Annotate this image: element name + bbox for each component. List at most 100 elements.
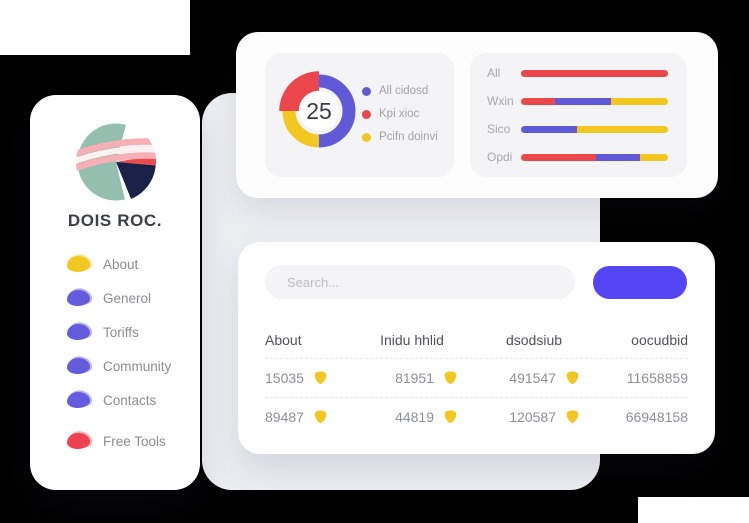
donut-legend: All cidosd Kpi xioc Pcifn doinvi (362, 85, 438, 143)
cell-value: 15035 (265, 370, 304, 386)
bar-segment (610, 97, 668, 105)
background-block-top-left (0, 0, 190, 55)
table-cell: 11658859 (627, 370, 688, 386)
legend-label: All cidosd (379, 85, 429, 97)
bar-segment (576, 125, 668, 133)
table-cell: 81951 (395, 370, 471, 386)
bar-chart-panel: All Wxin Sico Opdi (470, 53, 687, 177)
bar-segment (595, 153, 641, 161)
contacts-blob-icon (67, 387, 95, 410)
legend-item-all-cidosd: All cidosd (362, 85, 438, 97)
legend-label: Kpi xioc (379, 108, 420, 120)
cell-value: 44819 (395, 409, 434, 425)
column-header-about: About (265, 332, 302, 348)
table-header-row: About Inidu hhlid dsodsiub oocudbid (265, 322, 688, 358)
table-cell: 44819 (395, 409, 471, 425)
legend-dot-icon (362, 109, 371, 119)
search-row (265, 265, 687, 299)
sidebar-item-community[interactable]: Community (67, 353, 192, 379)
primary-action-button[interactable] (593, 265, 687, 299)
table-cell: 89487 (265, 409, 327, 425)
column-header-inidu-hhlid: Inidu hhlid (380, 332, 444, 348)
cell-value: 89487 (265, 409, 304, 425)
bar-track (521, 153, 668, 161)
bar-row-label: Wxin (487, 94, 514, 108)
toriffs-blob-icon (67, 319, 95, 342)
sidebar-menu: About Generol Toriffs Community Contacts Free… (67, 251, 192, 462)
table-card: About Inidu hhlid dsodsiub oocudbid 15035 81… (238, 242, 715, 454)
bar-segment (521, 97, 555, 105)
sidebar: DOIS ROC. About Generol Toriffs Community Co… (30, 95, 200, 490)
table-row: 15035 81951 491547 11658859 (265, 358, 688, 397)
donut-chart-panel: 25 All cidosd Kpi xioc Pcifn doinvi (265, 53, 454, 177)
bar-row-opdi: Opdi (487, 150, 668, 164)
donut-segment-kpi-xioc (279, 71, 320, 112)
sidebar-item-label: Generol (103, 290, 152, 306)
bar-segment (521, 125, 577, 133)
donut-hole (299, 91, 339, 131)
bar-row-label: Opdi (487, 150, 513, 164)
search-input[interactable] (265, 265, 575, 299)
shield-icon (314, 410, 327, 424)
free-tools-blob-icon (67, 428, 95, 451)
community-blob-icon (67, 353, 95, 376)
cell-value: 491547 (509, 370, 556, 386)
sidebar-item-label: About (103, 256, 139, 272)
donut-segment-pcifn-doinvi (282, 110, 320, 148)
legend-label: Pcifn doinvi (379, 131, 438, 143)
legend-dot-icon (362, 86, 371, 96)
legend-item-kpi-xioc: Kpi xioc (362, 108, 438, 120)
legend-dot-icon (362, 132, 371, 142)
bar-segment (554, 97, 611, 105)
sidebar-item-label: Toriffs (103, 324, 139, 340)
bar-segment (521, 69, 668, 77)
sidebar-item-label: Community (103, 358, 172, 374)
cell-value: 120587 (509, 409, 556, 425)
bar-segment (640, 153, 668, 161)
bar-track (521, 125, 668, 133)
bar-row-label: Sico (487, 122, 511, 136)
bar-chart: All Wxin Sico Opdi (487, 53, 668, 177)
generol-blob-icon (67, 285, 95, 308)
table-cell: 15035 (265, 370, 327, 386)
bar-segment (521, 153, 596, 161)
data-table: About Inidu hhlid dsodsiub oocudbid 15035 81… (265, 322, 688, 436)
cell-value: 66948158 (625, 409, 688, 425)
brand-logo (76, 122, 156, 202)
sidebar-item-free-tools[interactable]: Free Tools (67, 428, 192, 454)
stats-card: 25 All cidosd Kpi xioc Pcifn doinvi All Wxi… (236, 32, 718, 198)
sidebar-item-about[interactable]: About (67, 251, 192, 277)
bar-row-all: All (487, 66, 668, 80)
bar-row-sico: Sico (487, 122, 668, 136)
table-row: 89487 44819 120587 66948158 (265, 397, 688, 436)
donut-chart (279, 71, 356, 148)
brand-title: DOIS ROC. (67, 211, 163, 230)
bar-track (521, 97, 668, 105)
bar-row-label: All (487, 66, 501, 80)
sidebar-item-toriffs[interactable]: Toriffs (67, 319, 192, 345)
sidebar-item-label: Contacts (103, 392, 157, 408)
donut-segment-all-cidosd (318, 74, 356, 148)
shield-icon (314, 371, 327, 385)
background-block-bottom-right (638, 497, 749, 523)
cell-value: 81951 (395, 370, 434, 386)
donut-center-value: 25 (306, 97, 332, 124)
bar-track (521, 69, 668, 77)
shield-icon (566, 410, 579, 424)
brand-logo-icon (76, 122, 156, 202)
legend-item-pcifn-doinvi: Pcifn doinvi (362, 131, 438, 143)
shield-icon (566, 371, 579, 385)
shield-icon (444, 371, 457, 385)
cell-value: 11658859 (626, 370, 688, 386)
sidebar-item-generol[interactable]: Generol (67, 285, 192, 311)
column-header-oocudbid: oocudbid (631, 332, 688, 348)
sidebar-item-contacts[interactable]: Contacts (67, 387, 192, 413)
about-blob-icon (67, 251, 95, 274)
bar-row-wxin: Wxin (487, 94, 668, 108)
column-header-dsodsiub: dsodsiub (505, 332, 563, 348)
sidebar-item-label: Free Tools (103, 433, 166, 449)
table-cell: 491547 (509, 370, 597, 386)
table-cell: 120587 (509, 409, 597, 425)
shield-icon (444, 410, 457, 424)
